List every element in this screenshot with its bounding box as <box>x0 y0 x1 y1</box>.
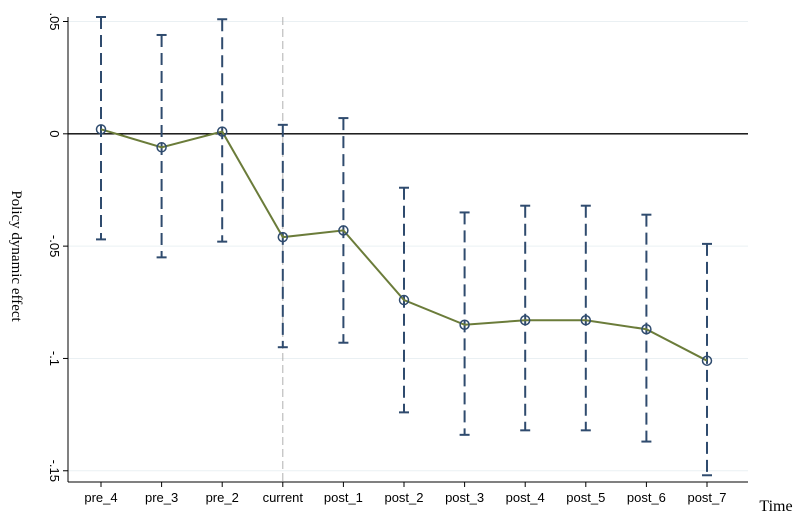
x-tick-label: post_4 <box>506 490 545 505</box>
y-ticks: .05 0 -.05 -.1 -.15 <box>47 12 68 482</box>
data-point <box>580 315 592 326</box>
x-tick-label: post_5 <box>566 490 605 505</box>
grid <box>68 20 748 472</box>
data-point <box>156 142 167 153</box>
y-tick-label: 0 <box>47 130 62 137</box>
data-point <box>641 323 652 335</box>
plot-area <box>68 17 748 482</box>
x-axis-label: Time <box>759 498 792 515</box>
x-tick-label: post_3 <box>445 490 484 505</box>
series-line <box>100 128 708 362</box>
y-tick-label: -.05 <box>47 235 62 257</box>
data-point <box>398 294 410 306</box>
x-tick-label: pre_4 <box>84 490 117 505</box>
data-points <box>95 124 713 366</box>
data-point <box>277 231 289 243</box>
y-tick-label: -.1 <box>47 351 62 366</box>
y-tick-label: .05 <box>47 12 62 30</box>
data-point <box>459 319 470 331</box>
y-axis-label: Policy dynamic effect <box>8 190 24 322</box>
x-tick-label: current <box>263 490 304 505</box>
x-tick-label: pre_2 <box>206 490 239 505</box>
data-point <box>338 225 349 236</box>
x-tick-label: pre_3 <box>145 490 178 505</box>
data-point <box>701 355 713 366</box>
data-point <box>519 315 531 326</box>
x-tick-label: post_6 <box>627 490 666 505</box>
data-point <box>216 126 228 137</box>
data-point <box>95 124 107 135</box>
x-tick-label: post_2 <box>384 490 423 505</box>
x-tick-label: post_1 <box>324 490 363 505</box>
x-tick-label: post_7 <box>687 490 726 505</box>
y-tick-label: -.15 <box>47 460 62 482</box>
x-ticks: pre_4 pre_3 pre_2 current post_1 post_2 post_3… <box>84 482 727 505</box>
